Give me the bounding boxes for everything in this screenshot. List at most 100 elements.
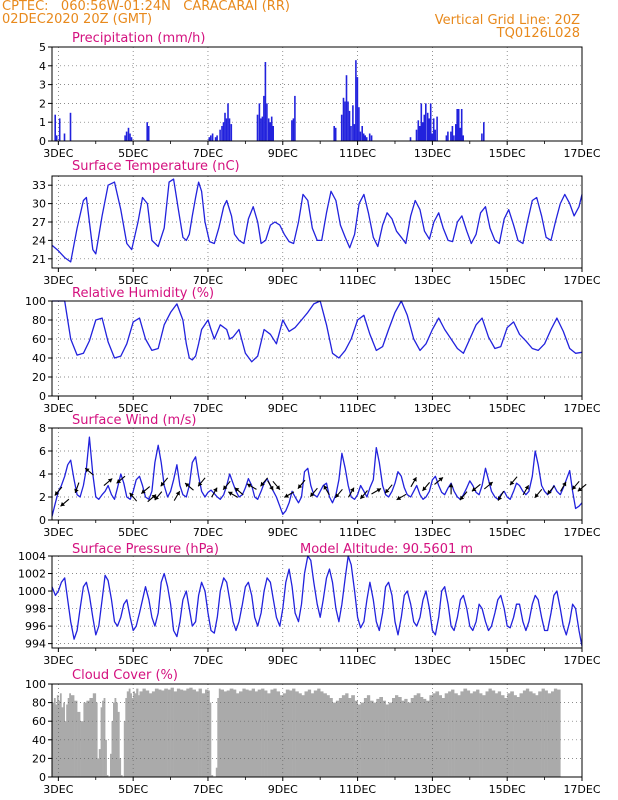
x-tick-label: 17DEC — [563, 274, 600, 287]
precip-bar — [216, 135, 218, 141]
cloud-cover-bar — [420, 697, 424, 777]
wind-arrow — [534, 488, 543, 499]
wind-arrow — [60, 498, 70, 507]
precip-bar — [272, 126, 274, 141]
cloud-cover-bar — [229, 688, 234, 777]
wind-arrow — [448, 483, 454, 495]
wind-arrow-head — [275, 485, 280, 490]
cloud-cover-bar — [83, 702, 87, 777]
wind-arrow-head — [85, 468, 90, 473]
wind-arrow-head — [60, 502, 65, 507]
cloud-cover-bar — [469, 693, 474, 777]
cloud-cover-bar — [463, 688, 468, 777]
cloud-cover-bar — [120, 775, 123, 777]
precip-bar — [422, 122, 424, 141]
wind-arrow-head — [562, 481, 567, 487]
cloud-cover-bar — [67, 698, 70, 777]
wind-arrow-head — [335, 493, 340, 498]
cloud-cover-bar — [248, 690, 253, 777]
panel-title: Surface Wind (m/s) — [72, 413, 196, 428]
y-tick-label: 1000 — [18, 585, 46, 598]
x-tick-label: 9DEC — [268, 402, 298, 415]
precip-bar — [63, 133, 66, 141]
series-line — [51, 436, 583, 517]
wind-arrow — [297, 479, 306, 489]
panel-frame — [51, 683, 583, 778]
wind-arrow-head — [360, 494, 365, 499]
cloud-cover-bar — [385, 704, 389, 777]
cloud-cover-bar — [110, 753, 112, 778]
wind-arrow — [260, 477, 269, 487]
cloud-cover-bar — [451, 689, 455, 777]
cloud-cover-bar — [345, 693, 349, 777]
y-tick-label: 3 — [39, 79, 46, 92]
wind-arrow — [147, 494, 157, 503]
x-tick-label: 7DEC — [193, 783, 223, 796]
cloud-cover-bar — [242, 688, 246, 777]
wind-arrow-head — [107, 478, 113, 483]
cloud-cover-bar — [270, 689, 274, 777]
wind-arrow — [211, 487, 218, 498]
cloud-cover-bar — [223, 691, 227, 777]
wind-arrow-head — [151, 494, 157, 499]
cloud-cover-bar — [198, 688, 202, 777]
precip-bar — [453, 135, 455, 141]
precip-bar — [227, 103, 229, 141]
x-tick-label: 7DEC — [193, 526, 223, 539]
cloud-cover-bar — [218, 688, 221, 777]
cloud-cover-bar — [407, 702, 411, 777]
wind-arrow-head — [129, 492, 134, 498]
cloud-cover-bar — [151, 691, 156, 777]
x-tick-label: 11DEC — [339, 274, 376, 287]
wind-arrow-head — [488, 482, 493, 487]
cloud-cover-bar — [261, 688, 265, 777]
wind-arrow-head — [310, 492, 315, 497]
y-tick-label: 27 — [32, 216, 46, 229]
x-tick-label: 3DEC — [43, 147, 73, 160]
y-tick-label: 24 — [32, 234, 46, 247]
cloud-cover-bar — [66, 704, 68, 777]
cloud-cover-bar — [103, 698, 106, 777]
y-tick-label: 998 — [25, 603, 46, 616]
precip-bar — [267, 118, 270, 141]
cloud-cover-bar — [310, 693, 315, 777]
cloud-cover-bar — [532, 693, 536, 777]
precip-bar — [127, 127, 130, 141]
cloud-cover-bar — [395, 695, 399, 777]
cloud-cover-bar — [541, 688, 545, 777]
x-tick-label: 17DEC — [563, 147, 600, 160]
y-tick-label: 0 — [39, 135, 46, 148]
y-tick-label: 20 — [32, 752, 46, 765]
wind-arrow-head — [547, 489, 552, 495]
cloud-cover-bar — [448, 691, 452, 777]
header-model-code: TQ0126L028 — [496, 26, 580, 41]
cloud-cover-bar — [236, 693, 240, 777]
cloud-cover-bar — [86, 700, 90, 777]
cloud-cover-bar — [126, 691, 129, 777]
precip-bar — [450, 131, 452, 141]
x-tick-label: 3DEC — [43, 654, 73, 667]
cloud-cover-bar — [304, 691, 309, 777]
cloud-cover-bar — [105, 739, 107, 777]
cloud-cover-bar — [251, 688, 255, 777]
cloud-cover-bar — [360, 702, 365, 777]
precip-bar — [434, 129, 436, 141]
y-tick-label: 21 — [32, 253, 46, 266]
precip-bar — [340, 114, 343, 141]
cloud-cover-bar — [55, 704, 58, 777]
y-tick-label: 0 — [39, 390, 46, 403]
wind-arrow-head — [141, 489, 146, 494]
x-tick-label: 15DEC — [489, 402, 526, 415]
precip-bar — [481, 133, 483, 141]
wind-arrow — [246, 483, 257, 490]
wind-arrow-head — [471, 487, 477, 492]
cloud-cover-bar — [413, 695, 417, 777]
cloud-cover-bar — [348, 698, 352, 777]
wind-arrow-head — [198, 481, 203, 487]
cloud-cover-bar — [538, 691, 542, 777]
cloud-cover-bar — [338, 698, 343, 777]
precip-bar — [350, 126, 352, 141]
cloud-cover-bar — [164, 688, 168, 777]
wind-arrow — [434, 476, 444, 485]
wind-arrow — [129, 492, 138, 502]
